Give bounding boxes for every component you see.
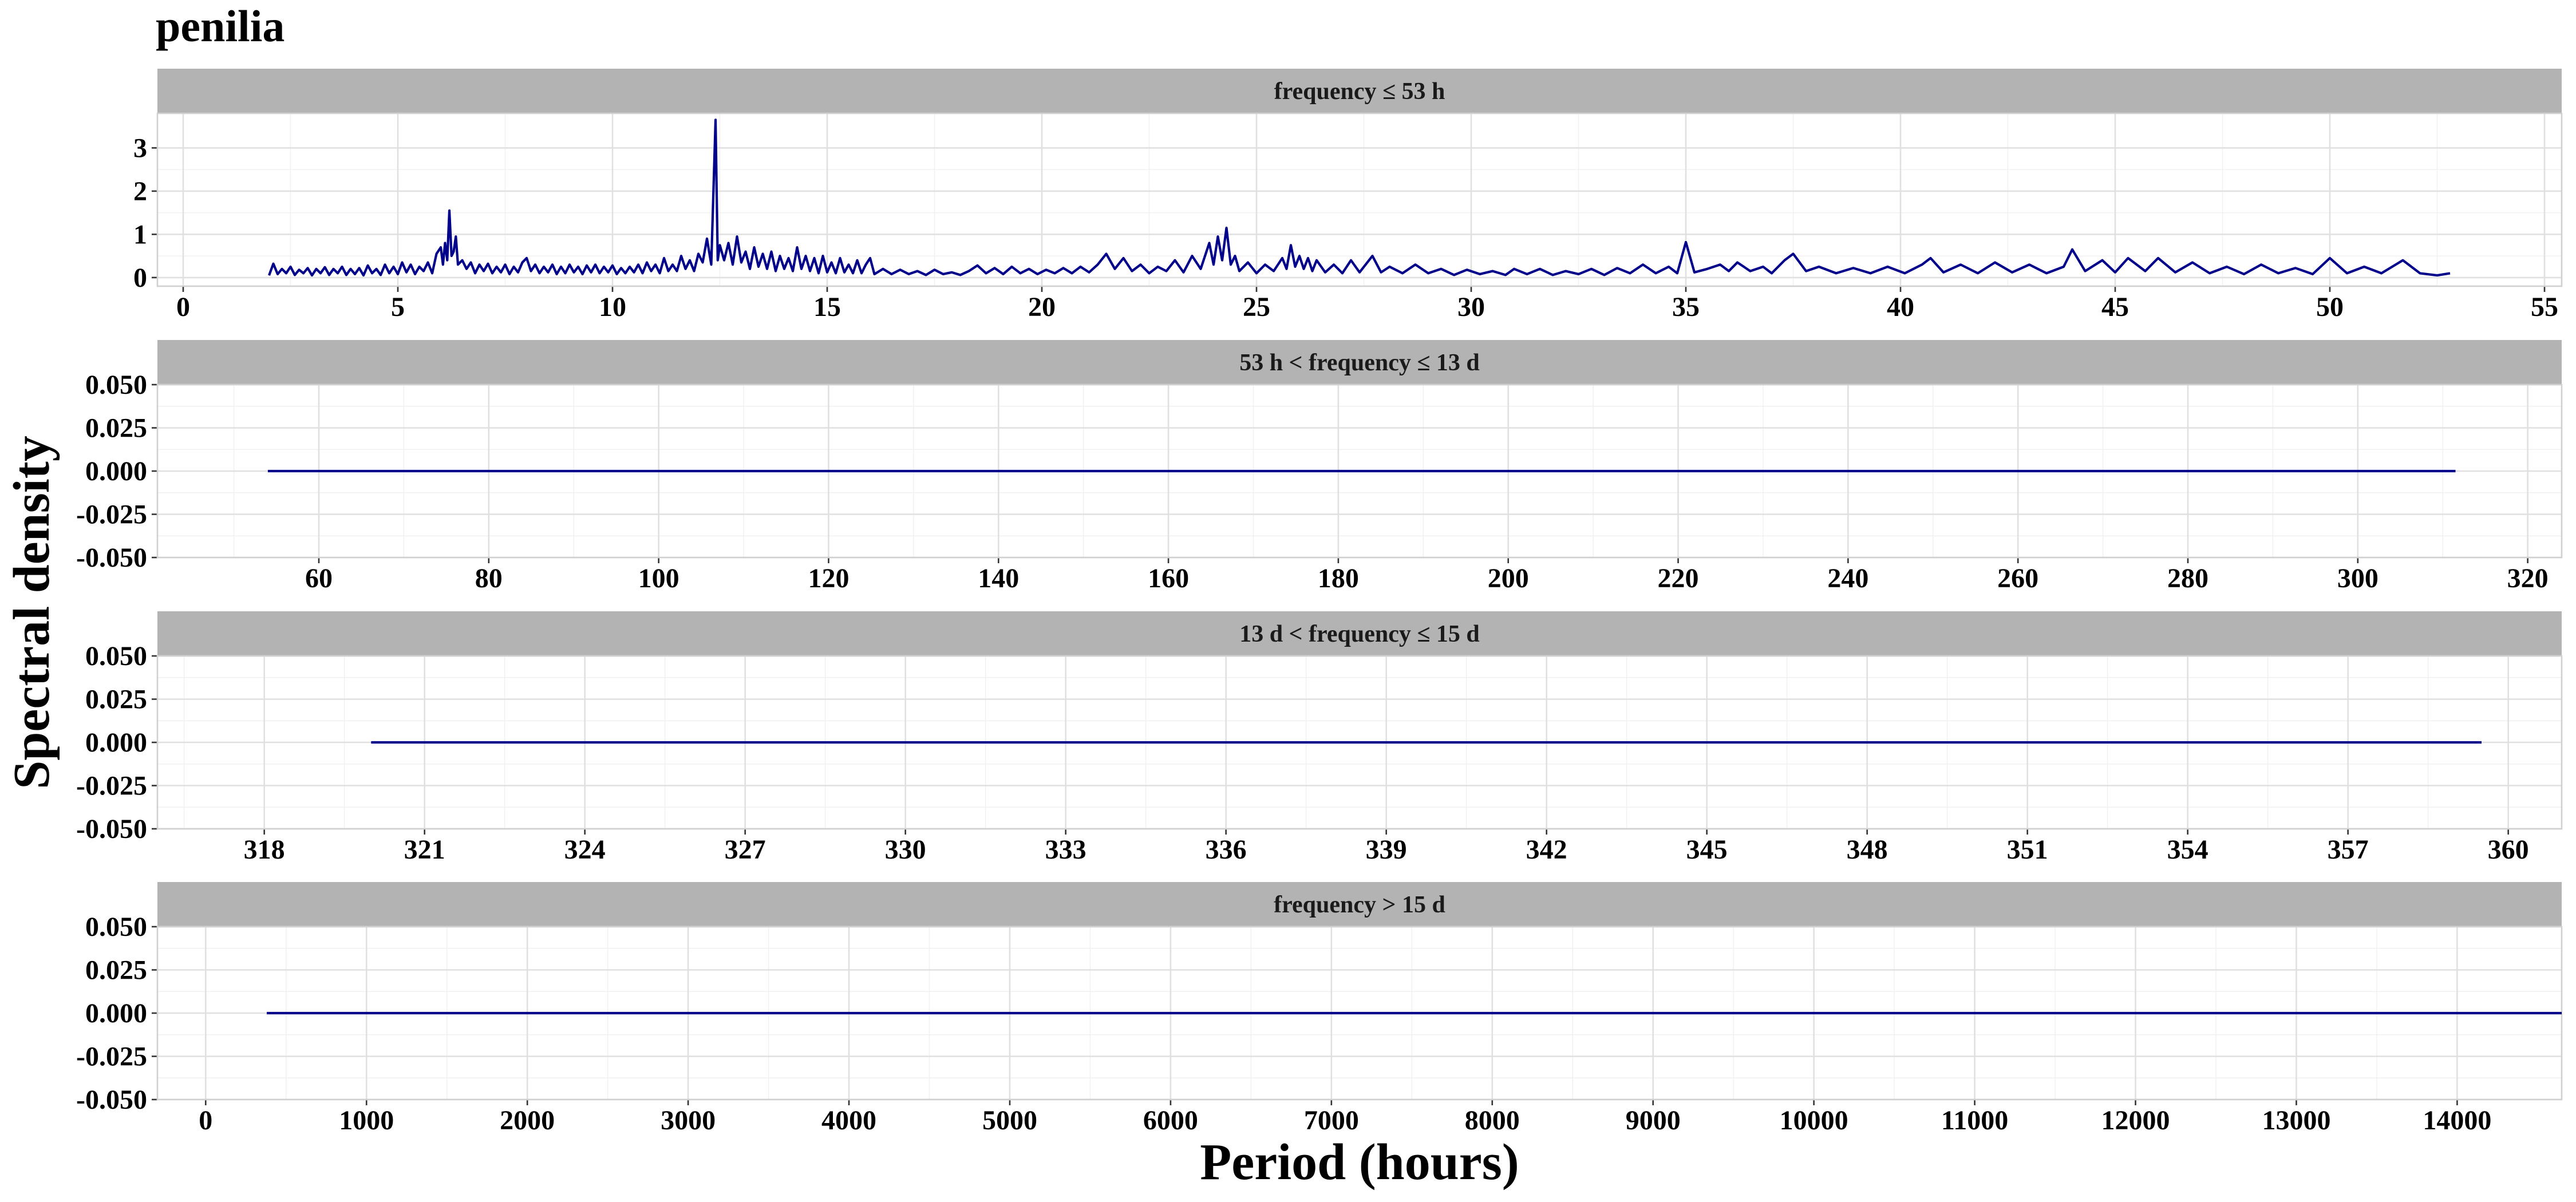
x-tick-label: 333 bbox=[1045, 835, 1086, 865]
x-tick-label: 345 bbox=[1686, 835, 1728, 865]
facet-strip bbox=[157, 69, 2562, 113]
x-tick-label: 220 bbox=[1658, 563, 1699, 594]
panel-border bbox=[156, 383, 2563, 559]
x-tick-label: 260 bbox=[1997, 563, 2038, 594]
x-tick-label: 80 bbox=[475, 563, 503, 594]
facet-strip bbox=[157, 611, 2562, 656]
y-tick-label: 0 bbox=[133, 263, 147, 293]
panel-1: frequency ≤ 53 h 0 5 10 15 20 25 30 35 40 45 50 55 0 1… bbox=[133, 69, 2563, 322]
x-tick-label: 324 bbox=[564, 835, 606, 865]
x-tick-label: 40 bbox=[1887, 292, 1914, 322]
y-tick-label: -0.025 bbox=[76, 500, 147, 530]
x-tick-label: 5 bbox=[391, 292, 405, 322]
x-tick-label: 318 bbox=[244, 835, 285, 865]
y-axis-title: Spectral density bbox=[3, 436, 60, 789]
x-tick-label: 35 bbox=[1672, 292, 1700, 322]
x-tick-label: 7000 bbox=[1304, 1105, 1359, 1136]
chart-title: penilia bbox=[156, 1, 285, 51]
y-tick-label: -0.050 bbox=[76, 814, 147, 844]
spectral-density-line bbox=[268, 118, 2451, 277]
x-tick-label: 50 bbox=[2316, 292, 2344, 322]
x-tick-label: 100 bbox=[638, 563, 679, 594]
x-tick-label: 6000 bbox=[1143, 1105, 1198, 1136]
x-tick-label: 1000 bbox=[339, 1105, 394, 1136]
x-tick-label: 0 bbox=[199, 1105, 212, 1136]
x-tick-label: 348 bbox=[1847, 835, 1888, 865]
x-tick-label: 20 bbox=[1028, 292, 1056, 322]
y-tick-label: 0.000 bbox=[85, 998, 147, 1029]
x-tick-label: 336 bbox=[1206, 835, 1247, 865]
y-tick-label: 1 bbox=[133, 219, 147, 250]
y-tick-label: -0.050 bbox=[76, 1085, 147, 1115]
x-tick-label: 160 bbox=[1148, 563, 1189, 594]
x-tick-label: 140 bbox=[978, 563, 1019, 594]
x-tick-label: 320 bbox=[2507, 563, 2549, 594]
x-tick-label: 13000 bbox=[2262, 1105, 2330, 1136]
facet-strip-label: frequency > 15 d bbox=[1274, 892, 1445, 918]
y-tick-label: 0.025 bbox=[85, 955, 147, 986]
x-tick-label: 15 bbox=[813, 292, 841, 322]
x-tick-label: 60 bbox=[305, 563, 333, 594]
x-tick-label: 354 bbox=[2167, 835, 2208, 865]
x-tick-label: 180 bbox=[1318, 563, 1359, 594]
facet-strip-label: frequency ≤ 53 h bbox=[1274, 78, 1445, 105]
panel-border bbox=[156, 655, 2563, 830]
x-tick-label: 120 bbox=[808, 563, 849, 594]
x-tick-label: 8000 bbox=[1465, 1105, 1520, 1136]
x-tick-label: 327 bbox=[725, 835, 766, 865]
facet-strip-label: 53 h < frequency ≤ 13 d bbox=[1239, 350, 1480, 376]
x-tick-label: 9000 bbox=[1626, 1105, 1681, 1136]
y-tick-label: 0.050 bbox=[85, 370, 147, 400]
y-tick-label: -0.025 bbox=[76, 771, 147, 801]
x-tick-label: 330 bbox=[885, 835, 926, 865]
y-tick-label: -0.025 bbox=[76, 1042, 147, 1072]
y-tick-label: 0.000 bbox=[85, 727, 147, 758]
panel-3: 13 d < frequency ≤ 15 d 318 321 324 327 330 33… bbox=[76, 611, 2563, 865]
panel-4: frequency > 15 d 0 1000 2000 3000 4000 5000 600… bbox=[76, 882, 2563, 1136]
x-tick-label: 339 bbox=[1366, 835, 1407, 865]
facet-strip bbox=[157, 882, 2562, 927]
y-tick-label: 0.050 bbox=[85, 912, 147, 942]
x-tick-label: 11000 bbox=[1941, 1105, 2008, 1136]
x-tick-label: 360 bbox=[2488, 835, 2529, 865]
x-tick-label: 5000 bbox=[982, 1105, 1037, 1136]
x-tick-label: 300 bbox=[2337, 563, 2379, 594]
x-tick-label: 10000 bbox=[1780, 1105, 1848, 1136]
x-tick-label: 25 bbox=[1243, 292, 1270, 322]
y-tick-label: 0.050 bbox=[85, 641, 147, 671]
x-tick-label: 4000 bbox=[821, 1105, 876, 1136]
x-tick-label: 0 bbox=[176, 292, 190, 322]
x-tick-label: 351 bbox=[2007, 835, 2048, 865]
x-tick-label: 357 bbox=[2328, 835, 2369, 865]
y-tick-label: 0.025 bbox=[85, 413, 147, 444]
x-tick-label: 14000 bbox=[2423, 1105, 2491, 1136]
y-tick-label: 0.025 bbox=[85, 685, 147, 715]
x-tick-label: 10 bbox=[599, 292, 626, 322]
panel-border bbox=[156, 112, 2563, 287]
facet-strip bbox=[157, 340, 2562, 385]
facet-strip-label: 13 d < frequency ≤ 15 d bbox=[1239, 621, 1480, 647]
y-tick-label: -0.050 bbox=[76, 543, 147, 573]
x-tick-label: 321 bbox=[404, 835, 445, 865]
y-tick-label: 3 bbox=[133, 133, 147, 163]
x-tick-label: 342 bbox=[1526, 835, 1567, 865]
x-tick-label: 45 bbox=[2101, 292, 2129, 322]
x-tick-label: 3000 bbox=[661, 1105, 716, 1136]
x-tick-label: 55 bbox=[2531, 292, 2558, 322]
x-tick-label: 240 bbox=[1827, 563, 1868, 594]
x-axis-title: Period (hours) bbox=[1200, 1134, 1519, 1191]
x-tick-label: 12000 bbox=[2101, 1105, 2170, 1136]
x-tick-label: 30 bbox=[1457, 292, 1485, 322]
x-tick-label: 280 bbox=[2167, 563, 2208, 594]
y-tick-label: 2 bbox=[133, 176, 147, 207]
x-tick-label: 2000 bbox=[500, 1105, 555, 1136]
facet-panels: frequency ≤ 53 h0 5 10 15 20 25 30 35 40 45 50 5501… bbox=[76, 69, 2563, 1136]
y-tick-label: 0.000 bbox=[85, 456, 147, 487]
x-tick-label: 200 bbox=[1488, 563, 1529, 594]
panel-2: 53 h < frequency ≤ 13 d 60 80 100 120 140 160 1… bbox=[76, 340, 2563, 594]
